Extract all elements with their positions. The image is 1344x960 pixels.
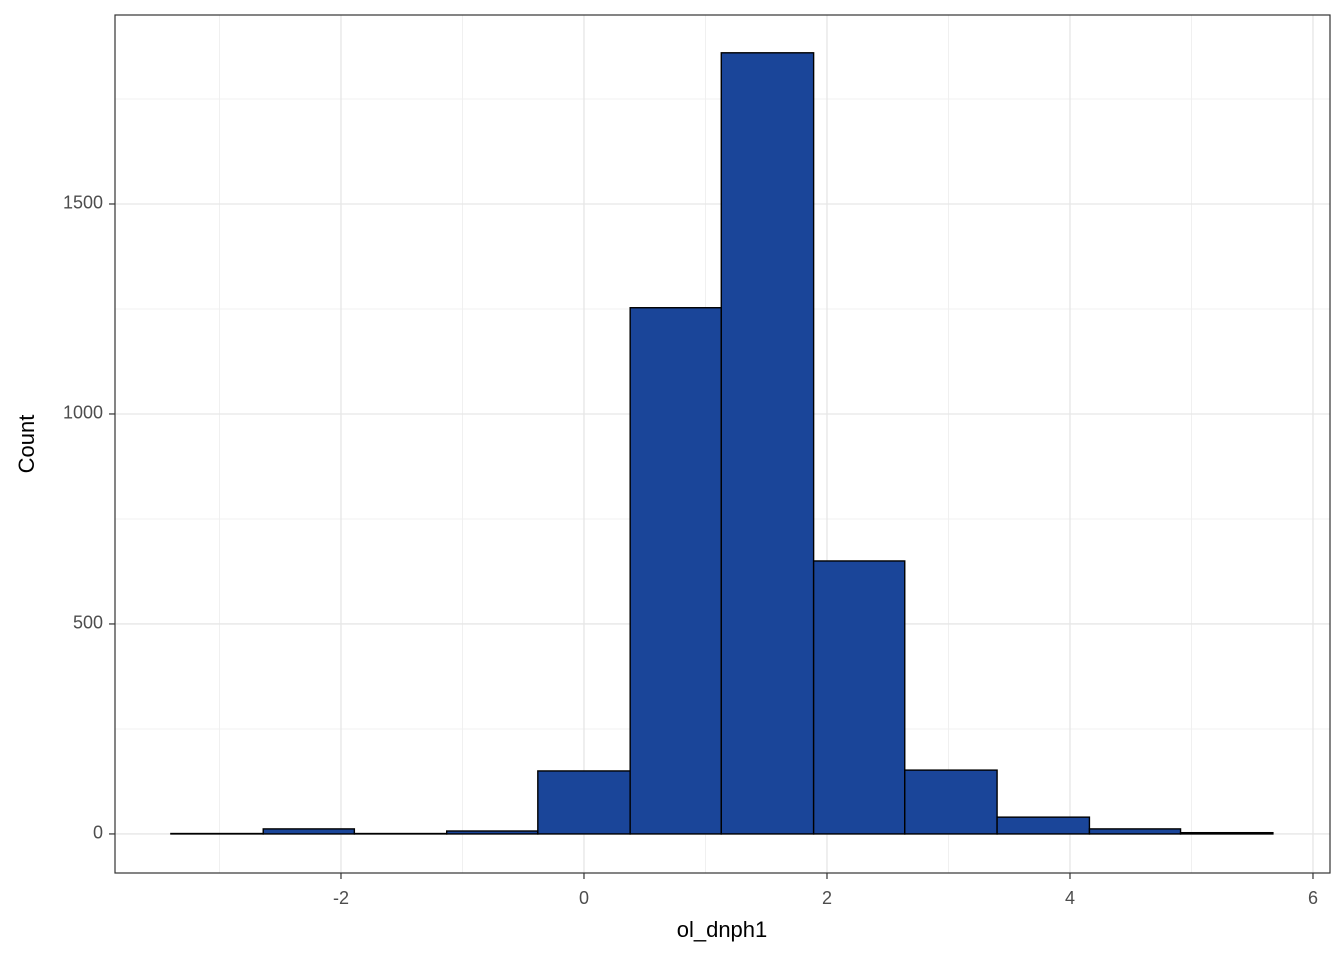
bar — [1179, 831, 1274, 835]
panel-border — [114, 14, 1331, 874]
bar — [720, 52, 815, 835]
bar — [812, 560, 906, 835]
bar — [262, 828, 356, 835]
y-tick-label: 1500 — [63, 193, 103, 213]
bar — [1088, 828, 1182, 835]
bar — [445, 830, 539, 835]
y-tick-label: 500 — [73, 613, 103, 633]
y-tick-label: 1000 — [63, 403, 103, 423]
x-tick-label: 0 — [579, 888, 589, 908]
x-axis-title: ol_dnph1 — [677, 917, 768, 942]
x-tick-label: 2 — [822, 888, 832, 908]
y-tick-label: 0 — [93, 823, 103, 843]
bar — [629, 307, 722, 835]
y-axis-title: Count — [14, 415, 39, 474]
bar — [996, 816, 1091, 835]
x-tick-label: 6 — [1308, 888, 1318, 908]
bars — [170, 52, 1274, 835]
bar — [904, 769, 998, 835]
x-tick-label: 4 — [1065, 888, 1075, 908]
x-tick-label: -2 — [333, 888, 349, 908]
bar — [537, 770, 631, 835]
